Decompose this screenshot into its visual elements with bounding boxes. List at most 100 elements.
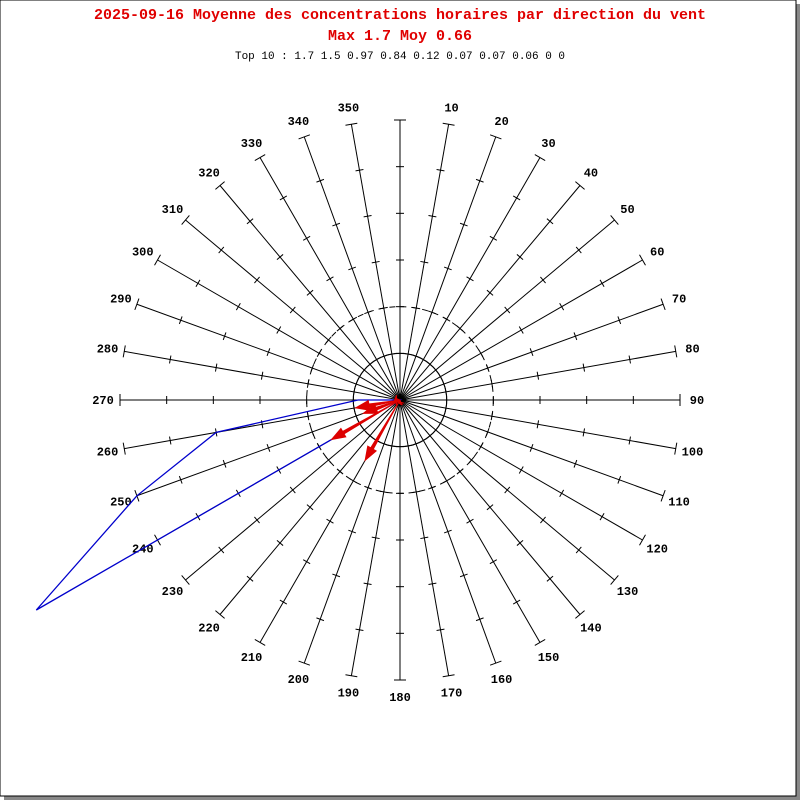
direction-label: 160 bbox=[491, 673, 513, 687]
r-tick bbox=[478, 349, 484, 358]
direction-label: 200 bbox=[288, 673, 310, 687]
r-tick bbox=[379, 490, 388, 494]
r-tick bbox=[215, 181, 225, 190]
r-tick bbox=[246, 575, 254, 582]
direction-label: 130 bbox=[617, 585, 639, 599]
r-tick bbox=[371, 260, 380, 264]
concentration-arrow bbox=[354, 399, 401, 411]
r-tick bbox=[345, 122, 358, 126]
r-tick bbox=[222, 332, 227, 341]
r-tick bbox=[387, 444, 396, 448]
r-tick bbox=[364, 310, 373, 315]
r-tick bbox=[266, 443, 271, 452]
r-tick bbox=[279, 195, 288, 201]
r-tick bbox=[289, 306, 296, 314]
direction-label: 60 bbox=[650, 246, 664, 260]
r-tick bbox=[490, 379, 494, 388]
r-tick bbox=[366, 361, 374, 368]
r-tick bbox=[380, 442, 388, 446]
r-tick bbox=[364, 485, 373, 490]
r-tick bbox=[355, 628, 364, 631]
r-tick bbox=[134, 298, 140, 311]
r-tick bbox=[420, 260, 429, 264]
r-tick bbox=[486, 289, 494, 296]
r-tick bbox=[266, 348, 271, 357]
r-tick bbox=[419, 437, 428, 443]
r-tick bbox=[436, 169, 445, 172]
direction-label: 320 bbox=[198, 166, 220, 180]
r-tick bbox=[674, 345, 678, 358]
direction-label: 90 bbox=[690, 394, 704, 408]
r-tick bbox=[218, 546, 225, 554]
r-tick bbox=[218, 246, 225, 254]
r-tick bbox=[489, 559, 498, 565]
r-tick bbox=[478, 442, 484, 451]
r-tick bbox=[443, 266, 452, 271]
r-tick bbox=[660, 298, 666, 311]
r-tick bbox=[361, 426, 368, 434]
r-tick bbox=[214, 363, 218, 372]
r-tick bbox=[485, 427, 490, 436]
r-tick bbox=[534, 154, 546, 161]
r-tick bbox=[617, 316, 622, 325]
r-tick bbox=[419, 357, 428, 363]
r-tick bbox=[412, 442, 420, 446]
r-tick bbox=[456, 325, 464, 332]
r-tick bbox=[599, 512, 605, 521]
direction-label: 260 bbox=[97, 446, 119, 460]
r-tick bbox=[639, 534, 646, 546]
r-tick bbox=[432, 426, 439, 434]
direction-label: 270 bbox=[92, 394, 114, 408]
r-tick bbox=[468, 456, 475, 464]
r-tick bbox=[306, 379, 310, 388]
r-tick bbox=[181, 215, 190, 225]
direction-label: 30 bbox=[541, 137, 555, 151]
r-tick bbox=[235, 302, 241, 311]
r-tick bbox=[426, 432, 434, 439]
concentration-arrow bbox=[330, 399, 401, 441]
r-tick bbox=[486, 504, 494, 511]
r-tick bbox=[442, 380, 446, 388]
r-tick bbox=[518, 326, 524, 334]
direction-label: 210 bbox=[241, 651, 263, 665]
r-tick bbox=[489, 660, 502, 666]
r-tick bbox=[154, 254, 161, 266]
r-tick bbox=[546, 218, 554, 225]
direction-label: 230 bbox=[162, 585, 184, 599]
r-tick bbox=[178, 316, 183, 325]
direction-label: 170 bbox=[441, 686, 463, 700]
r-tick bbox=[316, 617, 325, 622]
r-tick bbox=[546, 575, 554, 582]
r-tick bbox=[516, 254, 524, 260]
r-tick bbox=[442, 122, 455, 126]
r-tick bbox=[276, 254, 284, 260]
r-tick bbox=[178, 475, 183, 484]
direction-label: 150 bbox=[538, 651, 560, 665]
r-tick bbox=[610, 215, 619, 225]
r-tick bbox=[639, 254, 646, 266]
r-tick bbox=[316, 349, 322, 358]
r-tick bbox=[540, 516, 546, 524]
r-tick bbox=[169, 436, 172, 445]
r-tick bbox=[610, 575, 619, 585]
r-tick bbox=[363, 214, 372, 218]
direction-label: 50 bbox=[620, 203, 634, 217]
concentration-arrow bbox=[362, 399, 401, 414]
r-tick bbox=[459, 573, 468, 578]
r-tick bbox=[442, 412, 446, 420]
r-tick bbox=[404, 444, 413, 448]
r-tick bbox=[617, 475, 622, 484]
r-tick bbox=[504, 486, 511, 494]
direction-label: 10 bbox=[444, 102, 458, 116]
r-tick bbox=[195, 279, 201, 288]
r-tick bbox=[380, 354, 388, 358]
r-tick bbox=[246, 218, 254, 225]
r-tick bbox=[427, 310, 436, 315]
r-tick bbox=[426, 361, 434, 368]
r-tick bbox=[444, 387, 448, 396]
r-tick bbox=[444, 404, 448, 413]
direction-label: 20 bbox=[494, 115, 508, 129]
r-tick bbox=[628, 436, 631, 445]
chart-subtitle: Max 1.7 Moy 0.66 bbox=[328, 28, 472, 45]
